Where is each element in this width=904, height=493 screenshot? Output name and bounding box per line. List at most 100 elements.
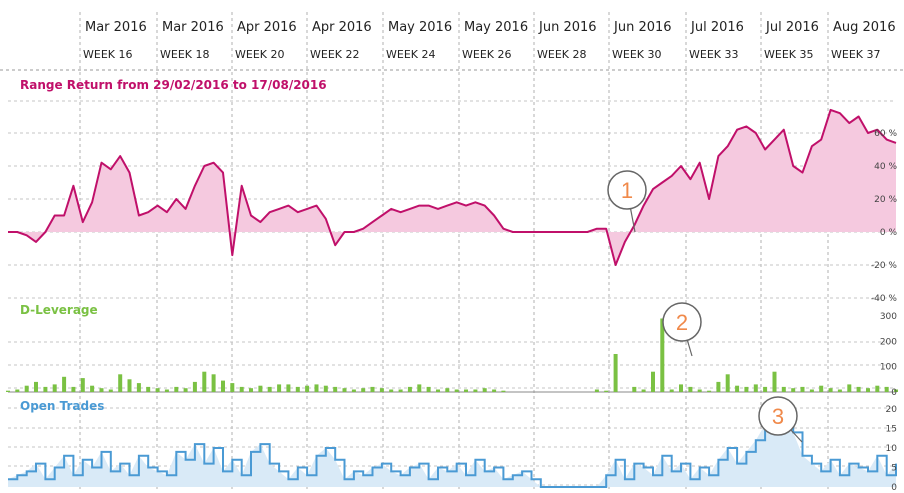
trades-panel: 20 15 10 5 0 xyxy=(8,405,897,493)
leverage-bar xyxy=(277,384,282,392)
leverage-bar xyxy=(267,386,272,392)
leverage-bar xyxy=(837,389,842,392)
leverage-bar xyxy=(436,389,440,392)
leverage-y-tick: 200 xyxy=(880,337,897,347)
leverage-bar xyxy=(15,389,20,392)
leverage-panel: 300 200 100 0 xyxy=(6,312,898,398)
leverage-bar xyxy=(52,384,57,392)
leverage-bar xyxy=(866,388,870,392)
leverage-bar xyxy=(71,386,76,392)
leverage-bar xyxy=(641,389,646,392)
leverage-bar xyxy=(482,388,487,392)
leverage-bar xyxy=(828,388,833,392)
leverage-bar xyxy=(707,390,712,392)
leverage-y-tick: 100 xyxy=(880,363,897,373)
leverage-bar xyxy=(249,388,253,392)
trades-y-tick: 10 xyxy=(886,444,898,454)
month-label: Jul 2016 xyxy=(765,20,819,35)
leverage-bar xyxy=(342,388,347,392)
leverage-bar xyxy=(155,388,160,392)
leverage-bar xyxy=(809,389,814,392)
week-label: WEEK 28 xyxy=(537,48,586,61)
leverage-bar xyxy=(90,385,95,392)
trades-y-tick: 0 xyxy=(891,483,897,493)
callout-number: 3 xyxy=(772,404,784,429)
leverage-bar xyxy=(295,386,300,392)
leverage-bar xyxy=(613,354,618,392)
week-label: WEEK 35 xyxy=(764,48,813,61)
return-y-tick: 40 % xyxy=(874,162,897,172)
leverage-bar xyxy=(351,389,356,392)
leverage-bar xyxy=(34,381,38,392)
leverage-bar xyxy=(323,385,328,392)
leverage-bar xyxy=(464,389,468,392)
month-label: Mar 2016 xyxy=(162,20,224,35)
month-label: Jul 2016 xyxy=(690,20,744,35)
leverage-bar xyxy=(847,384,852,392)
month-label: Mar 2016 xyxy=(85,20,147,35)
leverage-bar xyxy=(735,385,740,392)
leverage-bar xyxy=(99,388,104,392)
return-y-tick: 60 % xyxy=(874,129,897,139)
leverage-bar xyxy=(697,389,702,392)
leverage-bar xyxy=(604,390,609,392)
leverage-bar xyxy=(24,385,29,392)
leverage-bar xyxy=(894,389,898,392)
leverage-bar xyxy=(772,371,777,392)
leverage-bar xyxy=(305,385,310,392)
leverage-bar xyxy=(202,371,207,392)
leverage-bar xyxy=(379,388,384,392)
week-label: WEEK 16 xyxy=(83,48,132,61)
leverage-bar xyxy=(819,385,824,392)
leverage-bar xyxy=(361,388,366,392)
leverage-bar xyxy=(43,386,48,392)
leverage-bar xyxy=(884,386,889,392)
return-y-tick: 0 % xyxy=(880,228,898,238)
month-label: Apr 2016 xyxy=(312,20,372,35)
leverage-bar xyxy=(230,383,235,392)
leverage-bar xyxy=(791,388,796,392)
leverage-y-tick: 300 xyxy=(880,312,897,322)
trades-y-tick: 5 xyxy=(891,464,897,474)
leverage-bar xyxy=(174,386,179,392)
leverage-bar xyxy=(688,386,693,392)
week-label: WEEK 33 xyxy=(689,48,738,61)
leverage-bar xyxy=(445,388,450,392)
leverage-bar xyxy=(192,381,197,392)
leverage-bar xyxy=(660,318,665,392)
leverage-bar xyxy=(669,389,674,392)
callout-circle xyxy=(758,396,798,436)
return-y-tick: -20 % xyxy=(871,261,898,271)
leverage-bar xyxy=(875,385,880,392)
leverage-bar xyxy=(725,374,730,392)
leverage-bar xyxy=(594,389,599,392)
leverage-bar xyxy=(6,390,10,392)
leverage-bar xyxy=(333,386,338,392)
leverage-bar xyxy=(118,374,123,392)
return-y-tick: 20 % xyxy=(874,195,897,205)
return-y-tick: -40 % xyxy=(871,294,898,304)
trades-y-tick: 20 xyxy=(886,405,898,415)
month-label: Apr 2016 xyxy=(237,20,297,35)
leverage-bar xyxy=(286,384,291,392)
leverage-bar xyxy=(454,389,459,392)
leverage-bar xyxy=(781,386,786,392)
return-panel: 60 % 40 % 20 % 0 % -20 % -40 % xyxy=(8,108,898,304)
return-area-fill xyxy=(8,109,896,266)
leverage-bar xyxy=(473,389,478,392)
leverage-bar xyxy=(80,378,85,392)
leverage-y-tick: 0 xyxy=(891,388,897,398)
callouts: 1 2 3 xyxy=(607,170,803,443)
leverage-bar xyxy=(370,386,375,392)
trades-area-fill xyxy=(8,409,896,487)
leverage-bar xyxy=(716,381,721,392)
leverage-bar xyxy=(136,383,141,392)
date-header: Mar 2016 Mar 2016 Apr 2016 Apr 2016 May 2016… xyxy=(83,20,896,61)
leverage-bar xyxy=(258,385,263,392)
trades-y-tick: 15 xyxy=(886,425,897,435)
leverage-bar xyxy=(221,380,225,392)
week-label: WEEK 24 xyxy=(386,48,435,61)
trades-series-line xyxy=(8,408,897,488)
